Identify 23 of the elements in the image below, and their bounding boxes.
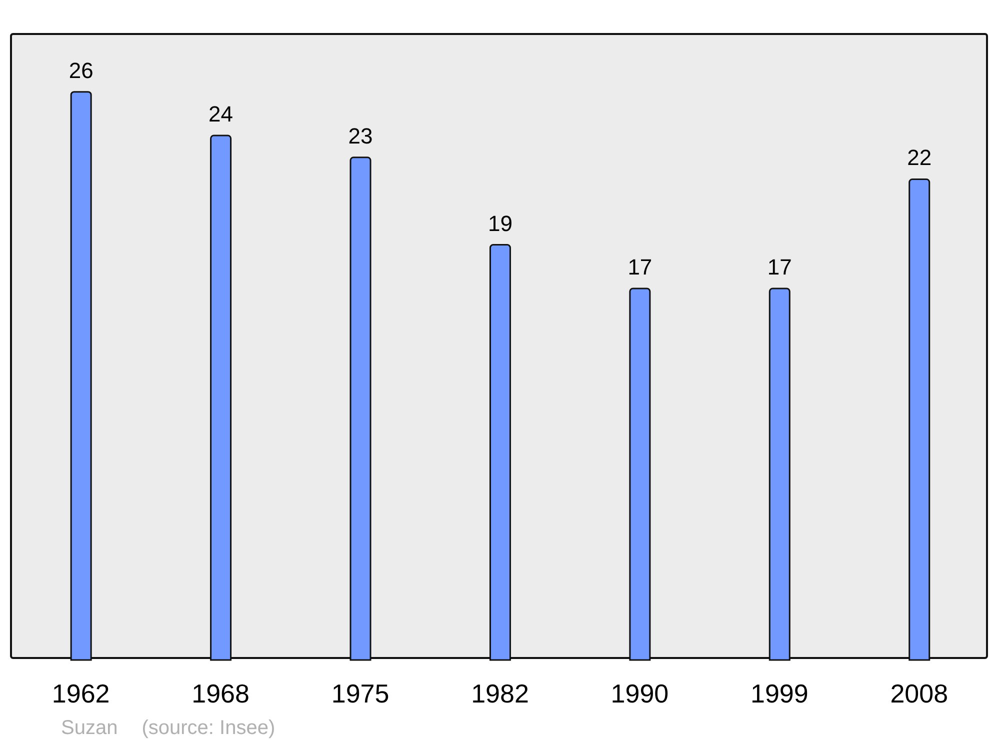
x-tick-label: 2008 (890, 678, 948, 708)
data-label: 24 (208, 102, 234, 127)
data-label: 22 (907, 145, 932, 170)
x-tick-label: 1975 (331, 678, 390, 708)
x-tick-label: 1982 (471, 678, 529, 708)
bar (629, 288, 651, 661)
x-tick-label: 1990 (610, 678, 669, 708)
text: (source: Insee) (142, 717, 276, 740)
x-tick-label: 1968 (192, 678, 250, 708)
text: Suzan (61, 717, 118, 740)
bar (768, 288, 790, 661)
bar (70, 91, 92, 661)
data-label: 23 (348, 123, 373, 148)
bar (908, 178, 930, 661)
x-tick-label: 1999 (750, 678, 808, 708)
data-label: 19 (488, 210, 512, 236)
x-tick-label: 1962 (52, 678, 110, 708)
bar (210, 134, 232, 661)
data-label: 26 (68, 58, 94, 83)
data-label: 17 (767, 254, 792, 280)
data-label: 17 (628, 254, 652, 280)
bar (489, 244, 511, 661)
bar (350, 156, 372, 661)
